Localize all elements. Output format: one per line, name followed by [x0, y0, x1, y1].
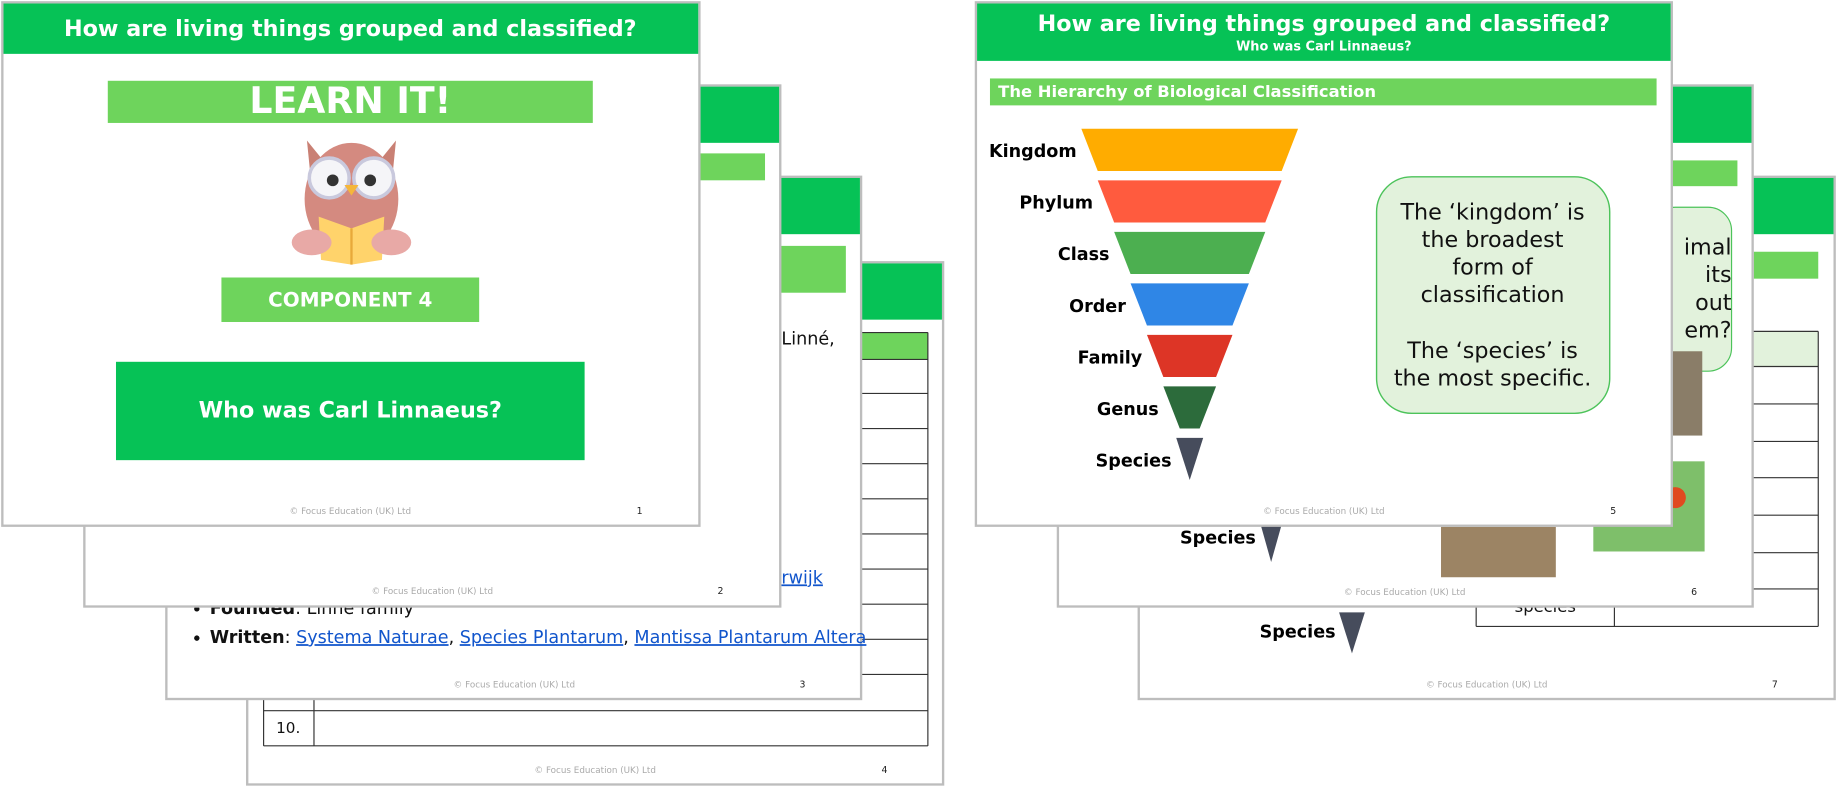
footer: © Focus Education (UK) Ltd: [290, 507, 412, 517]
callout-line: form of: [1452, 255, 1534, 281]
callout-line: out: [1695, 290, 1732, 316]
link-fragment[interactable]: rwijk: [781, 568, 823, 588]
footer: © Focus Education (UK) Ltd: [1263, 507, 1385, 517]
slide-header: [3, 3, 699, 54]
slide-number: 6: [1691, 587, 1697, 598]
text-run: Written: [210, 628, 285, 648]
component-label: COMPONENT 4: [268, 288, 432, 311]
callout-line: The ‘kingdom’ is: [1399, 200, 1584, 226]
funnel-level: [1097, 180, 1282, 223]
callout-line: em?: [1684, 317, 1731, 343]
callout-line: classification: [1421, 282, 1565, 308]
callout-line: The ‘species’ is: [1406, 338, 1578, 364]
text-run: :: [285, 628, 297, 648]
level-label: Genus: [1097, 400, 1159, 420]
footer: © Focus Education (UK) Ltd: [1344, 588, 1466, 598]
banner-text: LEARN IT!: [249, 79, 451, 122]
slide-number: 3: [800, 679, 806, 690]
slide-number: 7: [1772, 679, 1778, 690]
callout-line: the broadest: [1422, 227, 1564, 253]
callout: [1375, 176, 1611, 415]
question-box[interactable]: [115, 361, 585, 461]
funnel-level: [1081, 128, 1299, 171]
funnel-level: [1130, 283, 1249, 326]
funnel-tip: [1260, 524, 1282, 563]
section-bar: [1753, 251, 1819, 279]
component-box: [221, 277, 480, 322]
funnel-level: [1163, 386, 1217, 429]
level-label: Species: [1260, 622, 1336, 642]
level-label: Phylum: [1019, 194, 1093, 214]
section-bar: [699, 153, 766, 181]
slide-header: [977, 3, 1671, 61]
slide-number: 5: [1610, 506, 1616, 517]
funnel-level: [1146, 334, 1233, 378]
slide-5: How are living things grouped and classi…: [974, 1, 1673, 527]
owl-icon: [291, 140, 412, 265]
text-fragment: Linné,: [781, 330, 834, 350]
callout-line: imal: [1684, 235, 1732, 261]
level-label: Species: [1180, 529, 1256, 549]
slide-number: 2: [718, 586, 724, 597]
footer: © Focus Education (UK) Ltd: [1426, 680, 1548, 690]
level-label: Order: [1069, 297, 1126, 317]
bullet: [194, 635, 200, 641]
slide-subtitle: Who was Carl Linnaeus?: [1236, 39, 1412, 54]
level-label: Species: [1096, 451, 1172, 471]
funnel: Kingdom Phylum Class Order Family Genus Specie…: [989, 128, 1299, 481]
slide-1: How are living things grouped and classi…: [1, 1, 701, 527]
level-label: Family: [1078, 348, 1143, 368]
link[interactable]: Systema Naturae: [296, 628, 448, 648]
link[interactable]: Species Plantarum: [460, 628, 624, 648]
text-run: ,: [623, 628, 634, 648]
heading-bar: [989, 78, 1657, 106]
link[interactable]: Mantissa Plantarum Altera: [634, 628, 866, 648]
banner: [107, 80, 593, 123]
footer: © Focus Education (UK) Ltd: [372, 587, 494, 597]
footer: © Focus Education (UK) Ltd: [534, 766, 656, 776]
funnel-level: [1176, 437, 1204, 481]
section-bar: [1669, 160, 1738, 187]
funnel-tip: [1339, 612, 1365, 654]
fact-line: Written: Systema Naturae, Species Planta…: [210, 628, 867, 648]
callout-line: the most specific.: [1394, 365, 1591, 391]
text-run: ,: [449, 628, 460, 648]
heading: The Hierarchy of Biological Classificati…: [998, 82, 1376, 101]
slide-title: How are living things grouped and classi…: [64, 16, 637, 42]
question[interactable]: Who was Carl Linnaeus?: [199, 397, 502, 423]
photo: [1441, 526, 1556, 578]
level-label: Class: [1058, 245, 1110, 265]
slide-number: 1: [637, 506, 643, 517]
level-label: Kingdom: [989, 142, 1077, 162]
funnel-level: [1114, 231, 1266, 274]
slide-title: How are living things grouped and classi…: [1038, 11, 1611, 37]
slide-number: 4: [882, 765, 888, 776]
footer: © Focus Education (UK) Ltd: [454, 680, 576, 690]
callout-line: its: [1705, 262, 1732, 288]
row-label: 10.: [276, 719, 300, 737]
